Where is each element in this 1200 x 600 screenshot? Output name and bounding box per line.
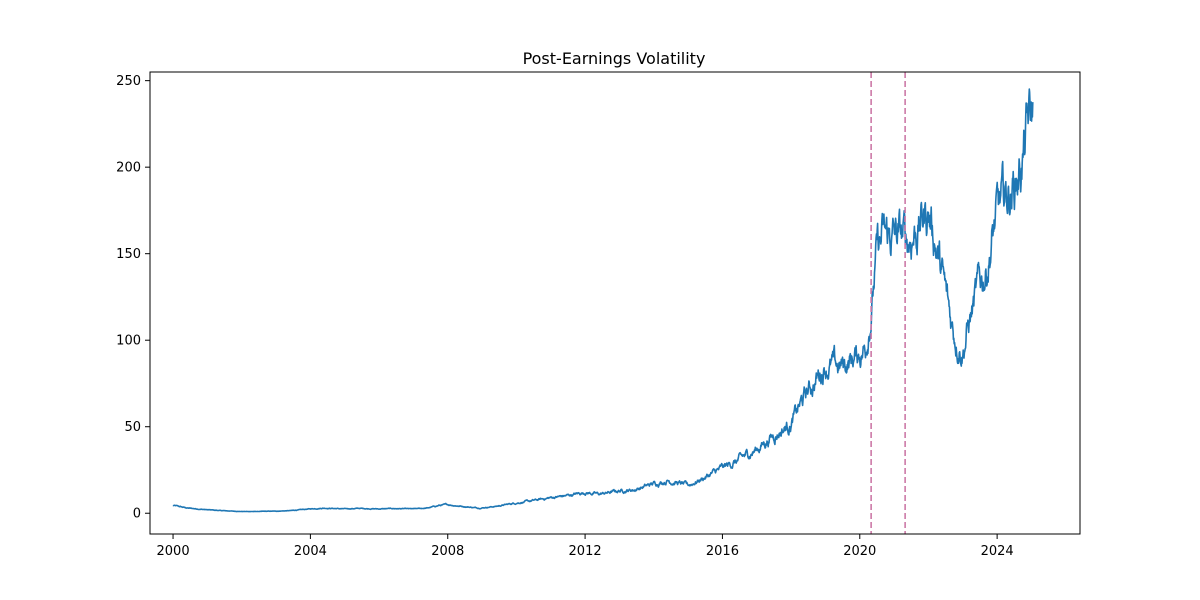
x-tick-label-2000: 2000 bbox=[157, 544, 190, 559]
y-tick-label-250: 250 bbox=[116, 74, 141, 89]
chart-title: Post-Earnings Volatility bbox=[523, 49, 706, 68]
x-tick-label-2024: 2024 bbox=[981, 544, 1014, 559]
x-tick-label-2012: 2012 bbox=[569, 544, 602, 559]
x-tick-label-2016: 2016 bbox=[706, 544, 739, 559]
y-tick-label-0: 0 bbox=[133, 507, 141, 522]
axes: 2000 2004 2008 2012 2016 2020 2024 0 50 100 150 200… bbox=[116, 71, 1081, 559]
x-tick-label-2020: 2020 bbox=[843, 544, 876, 559]
y-tick-label-50: 50 bbox=[124, 420, 141, 435]
axes-frame bbox=[149, 71, 1081, 535]
plot-area bbox=[172, 72, 1034, 534]
x-tick-label-2008: 2008 bbox=[431, 544, 464, 559]
y-tick-label-200: 200 bbox=[116, 161, 141, 176]
y-tick-label-150: 150 bbox=[116, 247, 141, 262]
y-tick-label-100: 100 bbox=[116, 334, 141, 349]
x-tick-label-2004: 2004 bbox=[294, 544, 327, 559]
series-line bbox=[172, 88, 1034, 513]
